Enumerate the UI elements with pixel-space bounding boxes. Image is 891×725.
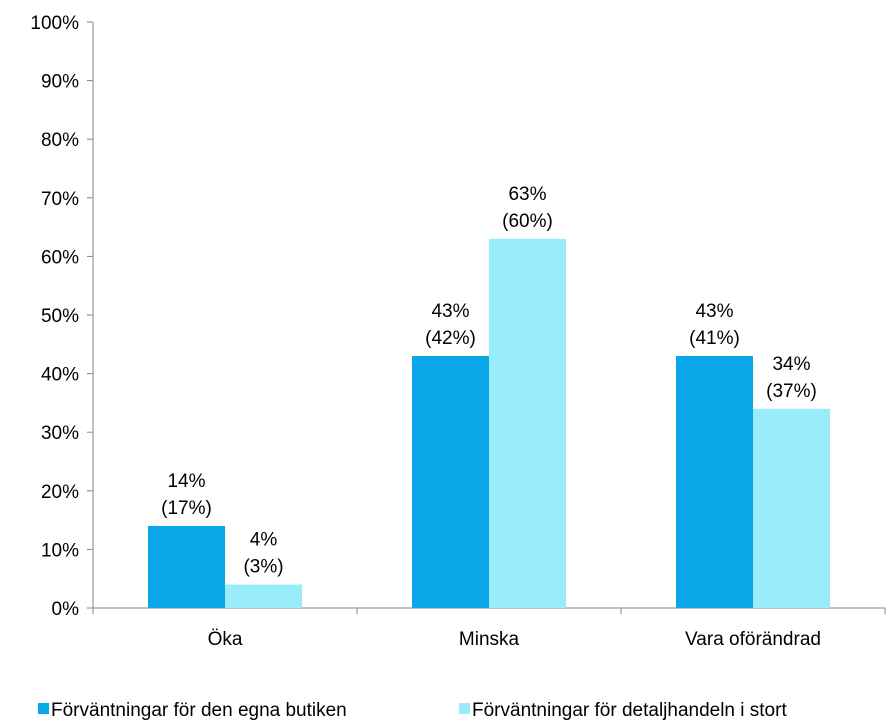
y-tick-label: 70% xyxy=(41,189,79,210)
legend: Förväntningar för den egna butiken Förvän… xyxy=(38,700,787,721)
legend-label: Förväntningar för detaljhandeln i stort xyxy=(472,700,787,721)
bar-value-label: 4% xyxy=(250,530,278,551)
legend-swatch xyxy=(38,703,49,714)
legend-label: Förväntningar för den egna butiken xyxy=(51,700,347,721)
x-category-label: Vara oförändrad xyxy=(685,629,821,650)
bar-series-2 xyxy=(225,584,302,608)
bars xyxy=(148,238,830,608)
bar-previous-value-label: (60%) xyxy=(502,211,553,232)
bar-previous-value-label: (42%) xyxy=(425,328,476,349)
y-axis: 0% 10% 20% 30% 40% 50% 60% 70% 80% 90% 100% xyxy=(30,13,94,620)
y-tick-label: 100% xyxy=(30,13,79,34)
data-labels: 14% (17%) 43% (42%) 43% (41%) 4% (3%) 63% (60%) 34… xyxy=(161,184,817,578)
y-tick-label: 20% xyxy=(41,482,79,503)
bar-series-1 xyxy=(412,356,489,608)
bar-previous-value-label: (37%) xyxy=(766,381,817,402)
y-tick-label: 0% xyxy=(52,599,80,620)
bar-value-label: 14% xyxy=(167,471,205,492)
y-tick-label: 80% xyxy=(41,130,79,151)
legend-swatch xyxy=(459,703,470,714)
bar-previous-value-label: (3%) xyxy=(243,557,283,578)
bar-series-1 xyxy=(676,356,753,608)
y-tick-label: 50% xyxy=(41,306,79,327)
y-tick-label: 90% xyxy=(41,72,79,93)
bar-value-label: 63% xyxy=(508,184,546,205)
bar-value-label: 43% xyxy=(431,301,469,322)
y-tick-label: 40% xyxy=(41,365,79,386)
x-category-label: Minska xyxy=(459,629,520,650)
x-category-label: Öka xyxy=(208,629,243,650)
bar-value-label: 34% xyxy=(772,354,810,375)
y-tick-label: 30% xyxy=(41,423,79,444)
bar-previous-value-label: (17%) xyxy=(161,498,212,519)
x-axis: Öka Minska Vara oförändrad xyxy=(92,607,886,650)
bar-previous-value-label: (41%) xyxy=(689,328,740,349)
y-tick-label: 10% xyxy=(41,540,79,561)
bar-series-2 xyxy=(489,238,566,608)
y-tick-label: 60% xyxy=(41,247,79,268)
bar-series-1 xyxy=(148,525,225,608)
bar-value-label: 43% xyxy=(695,301,733,322)
bar-series-2 xyxy=(753,408,830,608)
